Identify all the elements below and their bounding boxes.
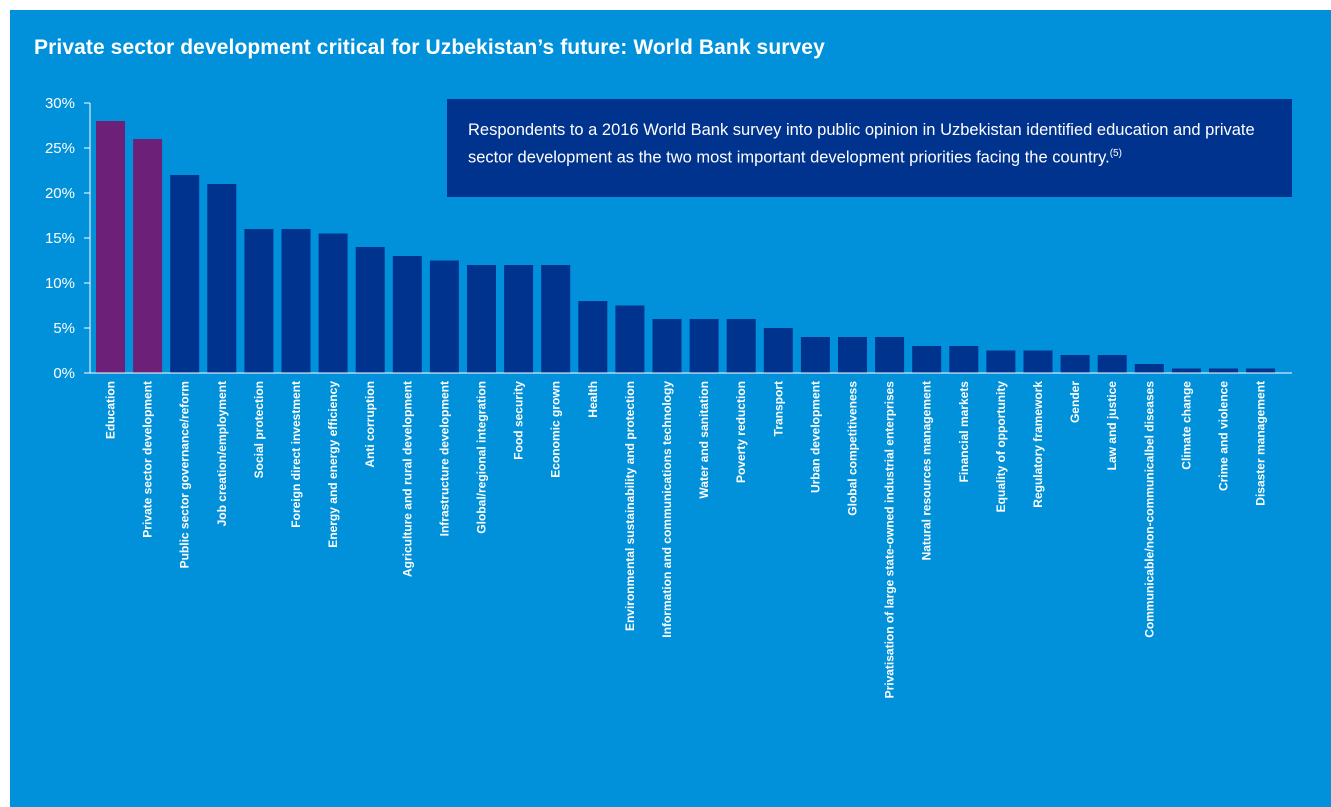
chart-panel: Private sector development critical for …	[10, 10, 1331, 807]
bar	[170, 175, 200, 373]
bar	[244, 229, 274, 373]
x-tick-label: Crime and violence	[1217, 381, 1231, 491]
x-tick-label: Communicable/non-communicalbel diseases	[1142, 381, 1156, 638]
bar	[429, 260, 459, 373]
footnote-ref: (5)	[1109, 148, 1122, 159]
x-tick-label: Private sector development	[141, 381, 155, 538]
chart-title: Private sector development critical for …	[34, 36, 825, 59]
x-tick-label: Disaster management	[1254, 381, 1268, 506]
x-tick-label: Natural resources management	[920, 381, 934, 560]
x-tick-label: Energy and energy efficiency	[326, 381, 340, 548]
y-tick-label: 15%	[45, 230, 75, 247]
x-tick-label: Food security	[512, 381, 526, 460]
bar	[800, 337, 830, 373]
x-tick-label: Urban development	[808, 381, 822, 493]
bar	[986, 350, 1016, 373]
bar	[355, 247, 385, 373]
x-tick-label: Public sector governance/reform	[178, 381, 192, 568]
annotation-body: Respondents to a 2016 World Bank survey …	[468, 121, 1255, 167]
bar	[392, 256, 422, 373]
bar	[949, 346, 979, 373]
x-tick-label: Financial markets	[957, 381, 971, 483]
bar	[541, 265, 571, 373]
x-tick-label: Equality of opportunity	[994, 381, 1008, 513]
x-tick-label: Economic grown	[549, 381, 563, 478]
bar	[1097, 355, 1127, 373]
x-tick-label: Water and sanitation	[697, 381, 711, 499]
x-tick-label: Regulatory framework	[1031, 381, 1045, 508]
bar	[1134, 364, 1164, 373]
bar	[912, 346, 942, 373]
bar	[1246, 368, 1276, 373]
x-tick-label: Transport	[771, 381, 785, 436]
y-tick-label: 10%	[45, 275, 75, 292]
annotation-text: Respondents to a 2016 World Bank survey …	[468, 119, 1268, 170]
bar	[504, 265, 534, 373]
bars	[96, 121, 1276, 373]
x-tick-label: Global competitiveness	[846, 381, 860, 516]
y-tick-label: 20%	[45, 185, 75, 202]
x-tick-label: Climate change	[1179, 381, 1193, 470]
bar	[763, 328, 793, 373]
bar	[578, 301, 608, 373]
x-tick-label: Foreign direct investment	[289, 381, 303, 528]
y-tick-label: 30%	[45, 95, 75, 112]
x-tick-label: Infrastructure development	[437, 381, 451, 536]
bar	[838, 337, 867, 373]
y-axis: 0% 5% 10% 15% 20% 25% 30%	[45, 95, 91, 382]
x-tick-label: Social protection	[252, 381, 266, 478]
bar	[1060, 355, 1090, 373]
bar	[133, 139, 163, 373]
bar	[281, 229, 311, 373]
bar	[615, 305, 645, 373]
bar	[875, 337, 905, 373]
x-axis-labels: Education Private sector development Publi…	[104, 381, 1268, 699]
bar	[96, 121, 125, 373]
bar	[726, 319, 756, 373]
x-tick-label: Law and justice	[1105, 381, 1119, 471]
bar	[207, 184, 237, 373]
bar	[1023, 350, 1053, 373]
bar	[1209, 368, 1238, 373]
bar	[467, 265, 496, 373]
x-tick-label: Information and communications technolog…	[660, 381, 674, 638]
x-tick-label: Poverty reduction	[734, 381, 748, 483]
x-tick-label: Agriculture and rural development	[400, 381, 414, 577]
x-tick-label: Privatisation of large state-owned indus…	[883, 381, 897, 699]
x-tick-label: Gender	[1068, 381, 1082, 423]
x-tick-label: Environmental sustainability and protect…	[623, 381, 637, 631]
x-tick-label: Job creation/employment	[215, 381, 229, 526]
x-tick-label: Health	[586, 381, 600, 418]
bar	[689, 319, 719, 373]
x-tick-label: Global/regional integration	[475, 381, 489, 534]
x-tick-label: Anti corruption	[363, 381, 377, 468]
y-tick-label: 25%	[45, 140, 75, 157]
y-tick-label: 5%	[53, 320, 75, 337]
x-tick-label: Education	[104, 381, 118, 439]
bar	[1171, 368, 1201, 373]
bar	[318, 233, 348, 373]
annotation-box: Respondents to a 2016 World Bank survey …	[447, 99, 1292, 197]
y-tick-label: 0%	[53, 365, 75, 382]
bar	[652, 319, 682, 373]
